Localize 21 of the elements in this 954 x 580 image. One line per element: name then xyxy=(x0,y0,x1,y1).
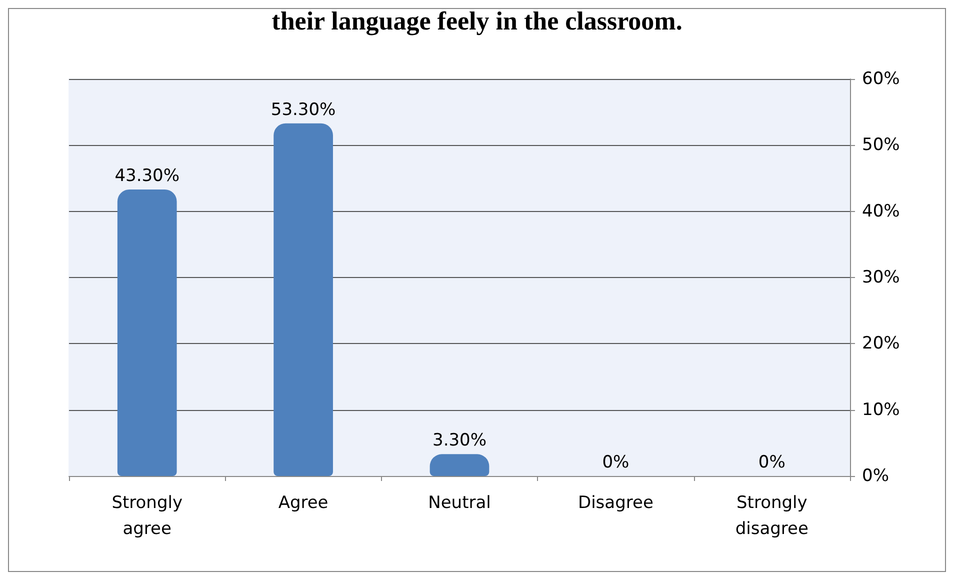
data-label: 53.30% xyxy=(270,100,336,120)
y-tick-label: 20% xyxy=(862,334,900,354)
bar xyxy=(274,123,333,476)
x-tick-label: Disagree xyxy=(578,493,654,513)
data-label: 0% xyxy=(758,452,786,472)
x-tick-label: Neutral xyxy=(428,493,491,513)
y-tick-label: 10% xyxy=(862,400,900,420)
bar xyxy=(117,190,177,476)
y-tick-label: 50% xyxy=(862,135,900,156)
x-tick-label: Strongly disagree xyxy=(735,493,808,539)
x-tick-label: Strongly agree xyxy=(112,493,183,539)
y-tick-label: 60% xyxy=(862,69,900,89)
x-tick-label: Agree xyxy=(278,493,328,513)
data-label: 43.30% xyxy=(114,166,180,186)
y-tick-label: 30% xyxy=(862,268,900,288)
data-label: 0% xyxy=(602,452,630,472)
y-tick-label: 0% xyxy=(862,466,889,486)
data-label: 3.30% xyxy=(432,430,487,451)
bar xyxy=(430,454,490,476)
chart-title: their language feely in the classroom. xyxy=(272,6,682,36)
y-tick-label: 40% xyxy=(862,201,900,222)
